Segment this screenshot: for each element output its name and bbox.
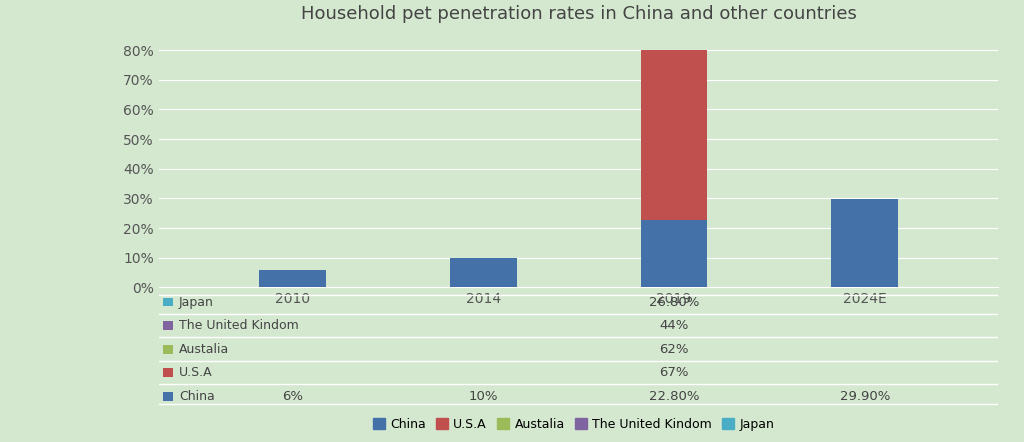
Text: China: China	[179, 390, 214, 403]
Text: The United Kindom: The United Kindom	[179, 319, 299, 332]
Bar	[450, 258, 516, 287]
Text: Austalia: Austalia	[179, 343, 229, 356]
Title: Household pet penetration rates in China and other countries: Household pet penetration rates in China…	[301, 5, 856, 23]
Text: 67%: 67%	[659, 366, 689, 379]
Text: 29.90%: 29.90%	[840, 390, 890, 403]
Text: 22.80%: 22.80%	[649, 390, 699, 403]
Text: 26.80%: 26.80%	[649, 296, 699, 309]
Bar	[641, 50, 708, 220]
FancyBboxPatch shape	[163, 298, 173, 306]
Text: U.S.A: U.S.A	[179, 366, 212, 379]
Text: 6%: 6%	[282, 390, 303, 403]
Text: 10%: 10%	[468, 390, 498, 403]
Bar	[641, 220, 708, 287]
Bar	[259, 270, 326, 287]
Text: 44%: 44%	[659, 319, 689, 332]
FancyBboxPatch shape	[163, 368, 173, 377]
FancyBboxPatch shape	[163, 392, 173, 400]
Bar	[831, 198, 898, 287]
FancyBboxPatch shape	[163, 321, 173, 330]
Text: Japan: Japan	[179, 296, 214, 309]
Text: 62%: 62%	[659, 343, 689, 356]
Legend: China, U.S.A, Austalia, The United Kindom, Japan: China, U.S.A, Austalia, The United Kindo…	[368, 413, 779, 436]
FancyBboxPatch shape	[163, 345, 173, 354]
